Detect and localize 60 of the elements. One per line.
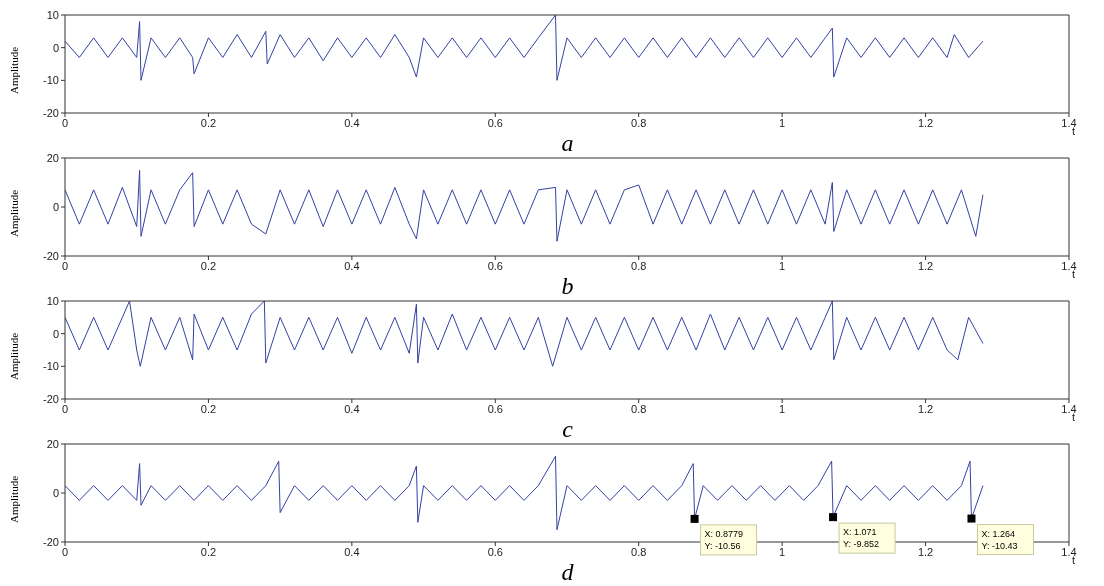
y-tick-label: -20: [43, 106, 59, 119]
y-tick-label: 0: [52, 486, 59, 499]
x-tick-label: 1: [779, 402, 786, 415]
text: d: [560, 559, 575, 585]
y-tick-label: -20: [43, 392, 59, 405]
x-tick-label: 0.4: [344, 259, 360, 272]
x-tick-label: 0: [61, 545, 69, 558]
x-tick-label: 0.6: [487, 545, 503, 558]
x-tick-label: 1: [779, 259, 786, 272]
y-tick-label: 0: [52, 41, 59, 54]
line-series: [65, 455, 984, 531]
line-series: [65, 169, 984, 242]
y-tick-label: -10: [43, 74, 59, 87]
line-series: [65, 301, 984, 367]
y-tick-label: 0: [52, 327, 59, 340]
y-tick-label: 20: [46, 151, 59, 164]
text: b: [560, 273, 575, 299]
x-tick-label: 1: [779, 545, 786, 558]
line-series: [65, 15, 984, 81]
annotation: X: 1.264 Y: -10.43: [981, 528, 1018, 551]
x-tick-label: 0.6: [487, 259, 503, 272]
y-tick-label: -20: [43, 249, 59, 262]
x-tick-label: 1: [779, 116, 786, 129]
x-tick-label: 0: [61, 402, 69, 415]
x-tick-label: 0.6: [487, 402, 503, 415]
y-tick-label: 10: [46, 294, 59, 307]
y-tick-label: -20: [43, 535, 59, 548]
y-axis-title: Amplitude: [7, 332, 20, 380]
annotation: X: 1.071 Y: -9.852: [843, 527, 880, 550]
note-box: X: 0.8779 Y: -10.56: [700, 524, 758, 556]
x-tick-label: 0.8: [631, 259, 647, 272]
note-box: X: 1.264 Y: -10.43: [976, 524, 1034, 556]
annotation: X: 0.8779 Y: -10.56: [704, 528, 744, 551]
x-tick-label: 0.2: [200, 402, 217, 415]
x-tick-label: 1.2: [917, 545, 934, 558]
x-tick-label: 0.4: [344, 545, 360, 558]
note-box: X: 1.071 Y: -9.852: [838, 522, 896, 554]
x-tick-label: 0: [61, 116, 69, 129]
x-tick-label: 0.8: [631, 402, 647, 415]
y-tick-label: -10: [43, 360, 59, 373]
x-tick-label: 0: [61, 259, 69, 272]
y-tick-label: 20: [46, 437, 59, 450]
y-axis-title: Amplitude: [7, 475, 20, 523]
x-tick-label: 1.2: [917, 402, 934, 415]
x-tick-label: 0.2: [200, 116, 217, 129]
x-tick-label: 0.4: [344, 116, 360, 129]
y-tick-label: 0: [52, 200, 59, 213]
x-tick-label: 0.2: [200, 259, 217, 272]
x-tick-label: 0.2: [200, 545, 217, 558]
x-tick-label: 0.4: [344, 402, 360, 415]
y-tick-label: 10: [46, 8, 59, 21]
text: c: [561, 416, 574, 442]
y-axis-title: Amplitude: [7, 189, 20, 237]
x-tick-label: 1.2: [917, 259, 934, 272]
x-tick-label: 0.6: [487, 116, 503, 129]
text: a: [560, 130, 575, 156]
x-tick-label: 0.8: [631, 116, 647, 129]
x-tick-label: 1.2: [917, 116, 934, 129]
y-axis-title: Amplitude: [7, 46, 20, 94]
x-tick-label: 0.8: [631, 545, 647, 558]
